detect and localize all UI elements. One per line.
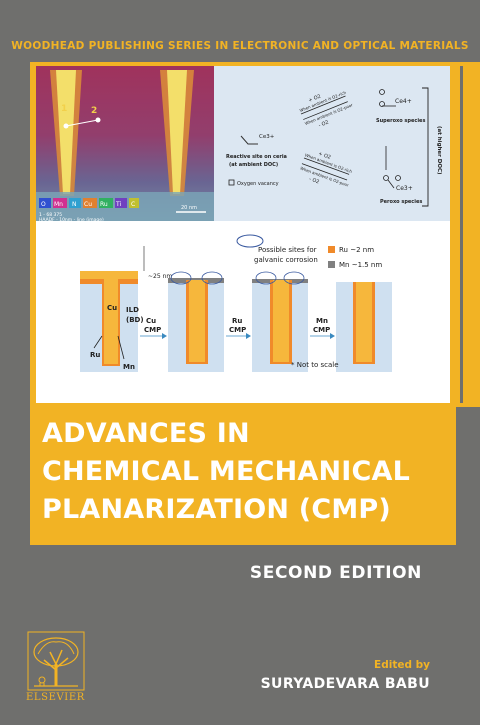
legend-c: C (131, 201, 135, 208)
step2-label-2: CMP (229, 326, 246, 334)
step2-label-1: Ru (232, 317, 242, 325)
figure-svg: 1 2 O Mn N Cu Ru Ti C 1 - 68 375 HAADF -… (36, 66, 450, 372)
peroxo-ce-label: Ce3+ (396, 185, 413, 192)
micrograph-caption-2: HAADF - 10nm - line (image) (39, 217, 104, 223)
ild-label-2: (BD) (126, 316, 144, 324)
not-to-scale-note: * Not to scale (291, 361, 339, 369)
top-arrow-label-4: - O2 (318, 119, 330, 129)
top-arrow-label-1: + O2 (308, 94, 322, 104)
step3-label-2: CMP (313, 326, 330, 334)
galvanic-label-1: Possible sites for (258, 246, 317, 254)
cu-label: Cu (107, 304, 117, 312)
ce3-label: Ce3+ (259, 134, 275, 140)
ru-label: Ru (90, 351, 100, 359)
superoxo-ce-label: Ce4+ (395, 98, 412, 105)
stripe-line (460, 66, 463, 403)
legend-mn-label: Mn ~1.5 nm (339, 261, 382, 269)
title-band: ADVANCES IN CHEMICAL MECHANICAL PLANARIZ… (30, 407, 456, 545)
structure-1: Cu ILD (BD) Ru Mn ~25 nm (80, 246, 172, 372)
step3-label-1: Mn (316, 317, 328, 325)
structure-2 (168, 271, 224, 372)
edition-label: SECOND EDITION (249, 563, 422, 583)
marker-2 (95, 117, 101, 123)
step-arrow-1: Cu CMP (140, 317, 167, 339)
cover-figure: 1 2 O Mn N Cu Ru Ti C 1 - 68 375 HAADF -… (36, 66, 450, 403)
galvanic-label-2: galvanic corrosion (254, 256, 318, 264)
accent-stripe (456, 62, 480, 407)
ambient-doc-label: (at ambient DOC) (229, 162, 278, 168)
title-line-1: ADVANCES IN (42, 418, 250, 449)
author-name: SURYADEVARA BABU (260, 676, 430, 692)
legend-ru: Ru (100, 201, 108, 208)
doc-bracket (422, 87, 429, 207)
reactive-site-label: Reactive site on ceria (226, 154, 287, 160)
title-line-2: CHEMICAL MECHANICAL (42, 456, 411, 487)
title-line-3: PLANARIZATION (CMP) (42, 494, 391, 525)
step-arrow-3: Mn CMP (310, 317, 335, 339)
bottom-arrow-label-1: + O2 (317, 151, 331, 161)
micrograph-panel: 1 2 O Mn N Cu Ru Ti C 1 - 68 375 HAADF -… (36, 66, 214, 223)
legend-mn: Mn (54, 201, 63, 208)
ceria-panel: Ce3+ Reactive site on ceria (at ambient … (214, 66, 450, 221)
legend-ru-label: Ru ~2 nm (339, 246, 374, 254)
superoxo-label: Superoxo species (376, 118, 425, 124)
series-title: WOODHEAD PUBLISHING SERIES IN ELECTRONIC… (11, 40, 469, 52)
peroxo-diagram: Ce3+ Peroxo species (380, 146, 422, 205)
superoxo-diagram: Ce4+ Superoxo species (376, 89, 425, 124)
scale-bar-label: 20 nm (181, 205, 197, 211)
micrograph-label-1: 1 (61, 104, 67, 114)
step1-label-1: Cu (146, 317, 156, 325)
mn-label: Mn (123, 363, 135, 371)
marker-1 (63, 123, 69, 129)
edited-by-label: Edited by (374, 659, 430, 671)
process-panel: Possible sites for galvanic corrosion Ru… (80, 234, 392, 372)
legend-n: N (72, 201, 77, 208)
structure-3 (252, 271, 308, 372)
elsevier-tree-logo-icon (27, 631, 85, 691)
legend-o: O (41, 201, 46, 208)
publisher-name: ELSEVIER (26, 692, 85, 703)
legend-ti: Ti (115, 201, 121, 208)
bottom-arrow-label-4: - O2 (308, 176, 320, 185)
step1-label-2: CMP (144, 326, 161, 334)
micrograph-caption-1: 1 - 68 375 (39, 212, 62, 218)
structure-4 (336, 282, 392, 372)
step-arrow-2: Ru CMP (226, 317, 251, 339)
peroxo-label: Peroxo species (380, 199, 422, 205)
micrograph-label-2: 2 (91, 106, 97, 116)
higher-doc-label: (at higher DOC) (436, 126, 442, 175)
oxygen-vacancy-label: Oxygen vacancy (237, 181, 279, 187)
ild-label-1: ILD (126, 306, 139, 314)
element-legend: O Mn N Cu Ru Ti C (39, 198, 139, 208)
legend-cu: Cu (84, 201, 92, 208)
thickness-label: ~25 nm (148, 273, 172, 280)
book-title: ADVANCES IN CHEMICAL MECHANICAL PLANARIZ… (42, 415, 452, 529)
